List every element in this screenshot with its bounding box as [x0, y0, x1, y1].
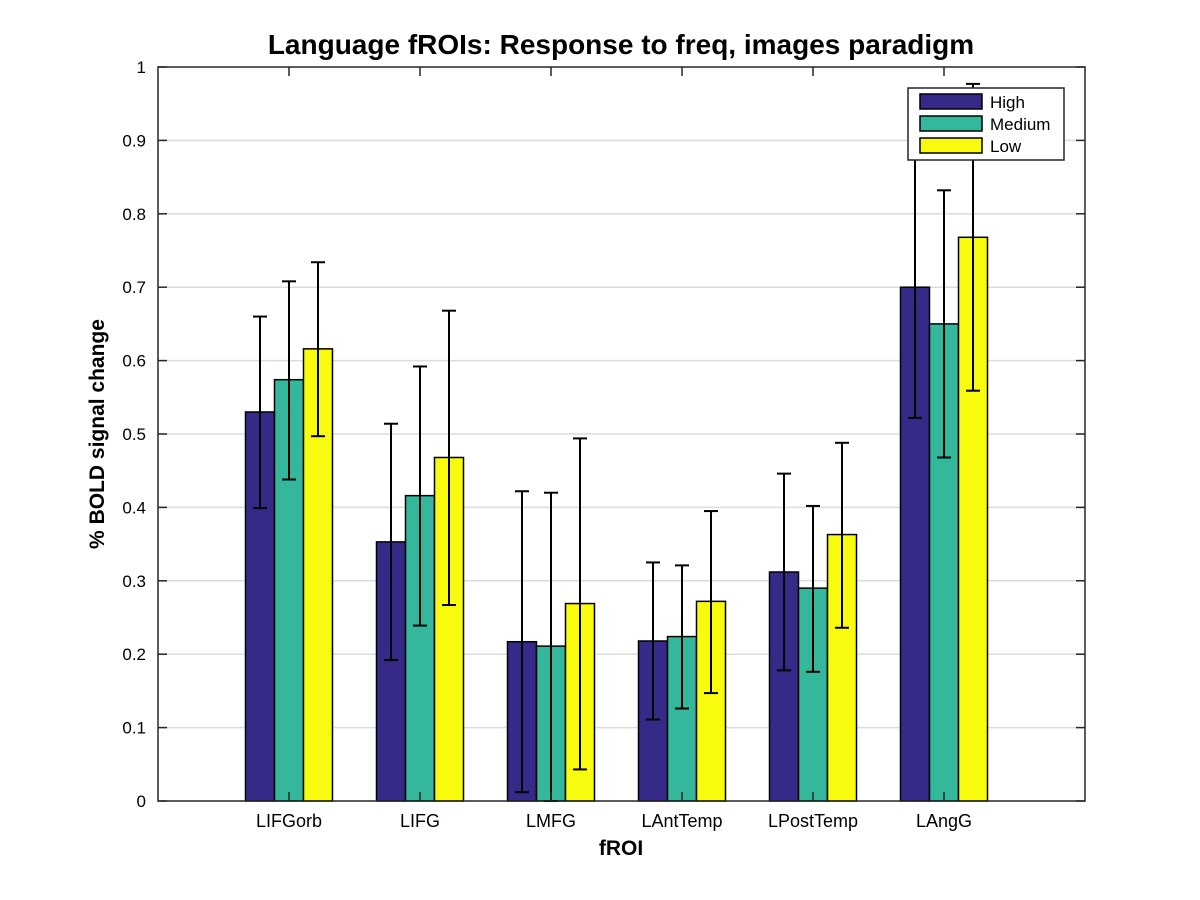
x-tick-label: LIFG: [400, 811, 440, 831]
y-tick-label: 0.9: [122, 131, 146, 150]
y-tick-label: 0: [137, 792, 146, 811]
y-axis: 0 0.1 0.2 0.3 0.4 0.5 0.6 0.7 0.8 0.9 1: [122, 58, 1085, 811]
y-tick-label: 1: [137, 58, 146, 77]
x-tick-label: LAngG: [916, 811, 972, 831]
legend-swatch: [919, 93, 983, 110]
legend-swatch: [919, 137, 983, 154]
legend-label: Medium: [990, 115, 1050, 134]
chart-title: Language fROIs: Response to freq, images…: [268, 29, 974, 60]
y-tick-label: 0.6: [122, 352, 146, 371]
x-tick-label: LAntTemp: [641, 811, 722, 831]
x-axis-label: fROI: [599, 837, 643, 860]
y-tick-label: 0.8: [122, 205, 146, 224]
y-tick-label: 0.4: [122, 498, 146, 517]
y-tick-label: 0.5: [122, 425, 146, 444]
y-tick-label: 0.3: [122, 572, 146, 591]
x-tick-label: LIFGorb: [256, 811, 322, 831]
y-axis-label: % BOLD signal change: [86, 319, 109, 549]
legend: High Medium Low: [907, 87, 1065, 161]
legend-label: High: [990, 93, 1025, 112]
y-tick-label: 0.7: [122, 278, 146, 297]
x-tick-label: LMFG: [526, 811, 576, 831]
x-axis: LIFGorb LIFG LMFG LAntTemp LPostTemp LAngG: [256, 67, 972, 831]
y-tick-label: 0.1: [122, 719, 146, 738]
legend-label: Low: [990, 137, 1022, 156]
x-tick-label: LPostTemp: [768, 811, 858, 831]
bars: [244, 236, 989, 802]
legend-swatch: [919, 115, 983, 132]
y-tick-label: 0.2: [122, 645, 146, 664]
